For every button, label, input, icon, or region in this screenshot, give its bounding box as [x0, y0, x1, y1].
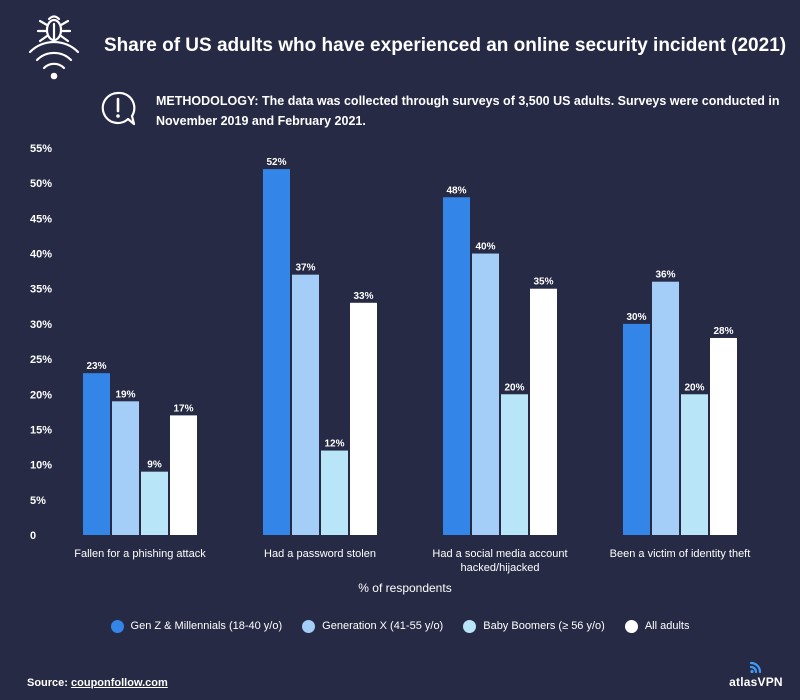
- source-link[interactable]: couponfollow.com: [71, 677, 168, 689]
- legend-swatch: [624, 619, 638, 633]
- bug-wifi-icon: [28, 15, 80, 80]
- legend-item: Generation X (41-55 y/o): [302, 619, 444, 633]
- legend-label: Baby Boomers (≥ 56 y/o): [483, 620, 605, 632]
- legend-label: Generation X (41-55 y/o): [322, 620, 444, 632]
- bar-chart: 0 5% 10% 15% 20% 25% 30% 35% 40% 45% 50% 55% 23% 19% 9…: [30, 143, 751, 595]
- legend-item: Baby Boomers (≥ 56 y/o): [463, 619, 605, 633]
- y-tick-label: 10%: [30, 460, 52, 472]
- bar-4: [710, 337, 737, 535]
- data-label: 35%: [533, 277, 553, 288]
- legend-swatch: [463, 619, 477, 633]
- legend-label: All adults: [644, 620, 690, 632]
- y-tick-label: 35%: [30, 284, 52, 296]
- brand-name: atlasVPN: [729, 675, 783, 689]
- bar-3: [681, 394, 708, 535]
- data-label: 48%: [446, 185, 466, 196]
- data-label: 30%: [626, 312, 646, 323]
- y-tick-label: 5%: [30, 495, 46, 507]
- x-category-label: hacked/hijacked: [461, 562, 540, 574]
- bar-2: [112, 401, 139, 535]
- data-label: 36%: [655, 270, 675, 281]
- y-tick-label: 25%: [30, 354, 52, 366]
- bar-1: [263, 169, 290, 535]
- bar-3: [321, 450, 348, 535]
- y-tick-label: 0: [30, 530, 36, 542]
- y-tick-label: 55%: [30, 143, 52, 155]
- y-tick-label: 20%: [30, 389, 52, 401]
- y-tick-label: 40%: [30, 249, 52, 261]
- x-axis-title: % of respondents: [358, 581, 451, 595]
- source-label: Source:: [27, 677, 68, 689]
- atlas-signal-icon: [749, 661, 762, 674]
- brand-logo: atlasVPN: [727, 660, 785, 692]
- bar-3: [141, 471, 168, 535]
- page-title: Share of US adults who have experienced …: [104, 35, 787, 56]
- data-label: 19%: [115, 389, 135, 400]
- data-label: 9%: [147, 460, 162, 471]
- bar-2: [652, 281, 679, 535]
- data-label: 12%: [324, 439, 344, 450]
- methodology-text: METHODOLOGY: The data was collected thro…: [156, 94, 780, 128]
- bar-4: [350, 302, 377, 535]
- bar-1: [83, 373, 110, 535]
- speech-bubble-exclamation-icon: [101, 91, 136, 126]
- data-label: 28%: [713, 326, 733, 337]
- chart-legend: Gen Z & Millennials (18-40 y/o) Generatio…: [0, 616, 800, 636]
- data-label: 33%: [353, 291, 373, 302]
- y-tick-label: 30%: [30, 319, 52, 331]
- data-label: 23%: [86, 361, 106, 372]
- source-note: Source: couponfollow.com: [27, 677, 168, 689]
- x-category-label: Had a password stolen: [264, 548, 376, 560]
- bar-2: [472, 253, 499, 535]
- bar-4: [170, 415, 197, 535]
- bar-2: [292, 274, 319, 535]
- data-label: 52%: [266, 157, 286, 168]
- y-tick-label: 15%: [30, 424, 52, 436]
- data-label: 37%: [295, 263, 315, 274]
- data-label: 20%: [504, 382, 524, 393]
- legend-item: Gen Z & Millennials (18-40 y/o): [110, 619, 283, 633]
- x-category-label: Had a social media account: [432, 548, 567, 560]
- data-label: 40%: [475, 242, 495, 253]
- x-category-label: Been a victim of identity theft: [610, 548, 751, 560]
- y-tick-label: 50%: [30, 178, 52, 190]
- bar-3: [501, 394, 528, 535]
- data-label: 20%: [684, 382, 704, 393]
- legend-label: Gen Z & Millennials (18-40 y/o): [130, 620, 283, 632]
- legend-swatch: [302, 619, 316, 633]
- y-tick-label: 45%: [30, 213, 52, 225]
- bar-1: [623, 323, 650, 535]
- legend-item: All adults: [624, 619, 690, 633]
- bar-1: [443, 197, 470, 535]
- x-category-label: Fallen for a phishing attack: [74, 548, 206, 560]
- data-label: 17%: [173, 403, 193, 414]
- legend-swatch: [110, 619, 124, 633]
- bar-4: [530, 288, 557, 535]
